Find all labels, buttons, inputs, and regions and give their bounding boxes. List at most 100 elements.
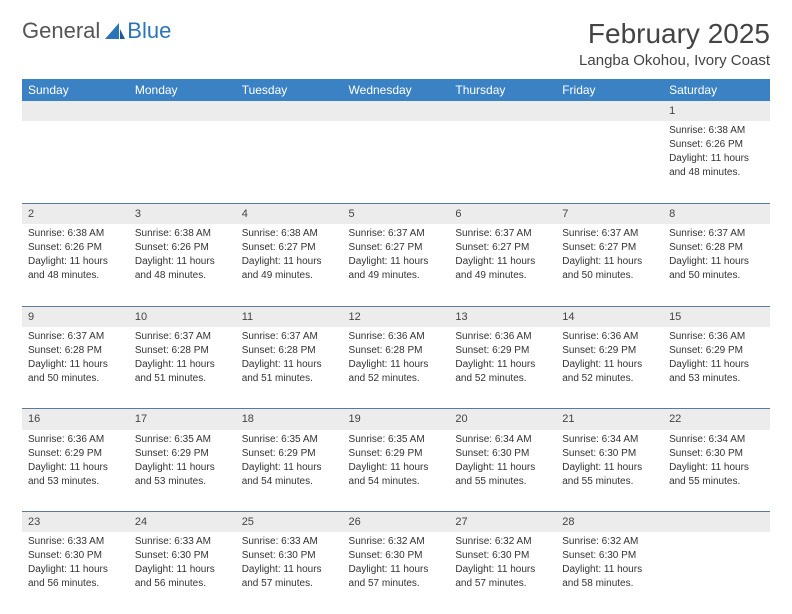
day1-text: Daylight: 11 hours [669,461,764,474]
day1-text: Daylight: 11 hours [669,152,764,165]
day-header: Sunday [22,79,129,101]
day2-text: and 54 minutes. [242,475,337,488]
day2-text: and 57 minutes. [242,577,337,590]
day-number [343,101,450,121]
day-cell: Sunrise: 6:36 AMSunset: 6:28 PMDaylight:… [343,327,450,409]
day1-text: Daylight: 11 hours [349,563,444,576]
logo: General Blue [22,18,171,44]
sunrise-text: Sunrise: 6:33 AM [135,535,230,548]
day1-text: Daylight: 11 hours [455,461,550,474]
day-number: 25 [236,512,343,533]
sunrise-text: Sunrise: 6:34 AM [562,433,657,446]
day-number: 26 [343,512,450,533]
day-cell: Sunrise: 6:36 AMSunset: 6:29 PMDaylight:… [663,327,770,409]
sunrise-text: Sunrise: 6:37 AM [562,227,657,240]
day-cell: Sunrise: 6:37 AMSunset: 6:27 PMDaylight:… [556,224,663,306]
sunrise-text: Sunrise: 6:36 AM [455,330,550,343]
sunrise-text: Sunrise: 6:35 AM [242,433,337,446]
day-number: 17 [129,409,236,430]
day2-text: and 48 minutes. [135,269,230,282]
day-number [449,101,556,121]
day-cell: Sunrise: 6:35 AMSunset: 6:29 PMDaylight:… [343,430,450,512]
sunset-text: Sunset: 6:29 PM [135,447,230,460]
day-number: 13 [449,306,556,327]
sunrise-text: Sunrise: 6:37 AM [242,330,337,343]
sunset-text: Sunset: 6:29 PM [242,447,337,460]
sunset-text: Sunset: 6:30 PM [669,447,764,460]
day-number: 1 [663,101,770,121]
day-number: 21 [556,409,663,430]
day1-text: Daylight: 11 hours [562,461,657,474]
sunset-text: Sunset: 6:30 PM [455,549,550,562]
day2-text: and 53 minutes. [669,372,764,385]
sunset-text: Sunset: 6:30 PM [135,549,230,562]
week-row: Sunrise: 6:37 AMSunset: 6:28 PMDaylight:… [22,327,770,409]
day2-text: and 50 minutes. [562,269,657,282]
sunrise-text: Sunrise: 6:37 AM [349,227,444,240]
sunset-text: Sunset: 6:26 PM [669,138,764,151]
day2-text: and 53 minutes. [135,475,230,488]
day1-text: Daylight: 11 hours [349,461,444,474]
day-number: 24 [129,512,236,533]
sunset-text: Sunset: 6:30 PM [28,549,123,562]
day-number: 19 [343,409,450,430]
day1-text: Daylight: 11 hours [669,358,764,371]
day1-text: Daylight: 11 hours [562,255,657,268]
day2-text: and 48 minutes. [28,269,123,282]
day-cell: Sunrise: 6:37 AMSunset: 6:27 PMDaylight:… [343,224,450,306]
day1-text: Daylight: 11 hours [28,461,123,474]
day-number [556,101,663,121]
day-header: Monday [129,79,236,101]
sunset-text: Sunset: 6:28 PM [28,344,123,357]
sunset-text: Sunset: 6:28 PM [242,344,337,357]
day1-text: Daylight: 11 hours [135,461,230,474]
day2-text: and 55 minutes. [455,475,550,488]
sunrise-text: Sunrise: 6:32 AM [455,535,550,548]
week-row: Sunrise: 6:38 AMSunset: 6:26 PMDaylight:… [22,121,770,203]
day-number-row: 2345678 [22,203,770,224]
day-number: 16 [22,409,129,430]
logo-sail-icon [105,23,125,39]
day-cell [556,121,663,203]
day-header: Wednesday [343,79,450,101]
day-number-row: 16171819202122 [22,409,770,430]
day1-text: Daylight: 11 hours [455,255,550,268]
day-cell: Sunrise: 6:36 AMSunset: 6:29 PMDaylight:… [22,430,129,512]
day-cell: Sunrise: 6:35 AMSunset: 6:29 PMDaylight:… [129,430,236,512]
day-number: 2 [22,203,129,224]
day2-text: and 52 minutes. [349,372,444,385]
day-cell: Sunrise: 6:34 AMSunset: 6:30 PMDaylight:… [449,430,556,512]
sunrise-text: Sunrise: 6:33 AM [242,535,337,548]
day-cell: Sunrise: 6:32 AMSunset: 6:30 PMDaylight:… [343,532,450,614]
sunset-text: Sunset: 6:30 PM [562,447,657,460]
day-cell: Sunrise: 6:37 AMSunset: 6:27 PMDaylight:… [449,224,556,306]
day2-text: and 51 minutes. [242,372,337,385]
day-cell [22,121,129,203]
day2-text: and 49 minutes. [349,269,444,282]
day-number [236,101,343,121]
day-number: 11 [236,306,343,327]
day2-text: and 57 minutes. [349,577,444,590]
sunset-text: Sunset: 6:30 PM [455,447,550,460]
sunrise-text: Sunrise: 6:34 AM [669,433,764,446]
sunset-text: Sunset: 6:30 PM [242,549,337,562]
sunrise-text: Sunrise: 6:36 AM [669,330,764,343]
day-cell: Sunrise: 6:32 AMSunset: 6:30 PMDaylight:… [449,532,556,614]
day-number: 9 [22,306,129,327]
sunset-text: Sunset: 6:29 PM [562,344,657,357]
sunrise-text: Sunrise: 6:34 AM [455,433,550,446]
sunset-text: Sunset: 6:27 PM [562,241,657,254]
sunset-text: Sunset: 6:27 PM [455,241,550,254]
day1-text: Daylight: 11 hours [135,563,230,576]
day-cell [236,121,343,203]
day-number: 4 [236,203,343,224]
day-number-row: 232425262728 [22,512,770,533]
sunset-text: Sunset: 6:29 PM [455,344,550,357]
day-number: 6 [449,203,556,224]
day-number: 8 [663,203,770,224]
day-cell: Sunrise: 6:36 AMSunset: 6:29 PMDaylight:… [556,327,663,409]
day-cell: Sunrise: 6:33 AMSunset: 6:30 PMDaylight:… [129,532,236,614]
day-cell: Sunrise: 6:37 AMSunset: 6:28 PMDaylight:… [663,224,770,306]
sunset-text: Sunset: 6:29 PM [669,344,764,357]
day1-text: Daylight: 11 hours [455,358,550,371]
